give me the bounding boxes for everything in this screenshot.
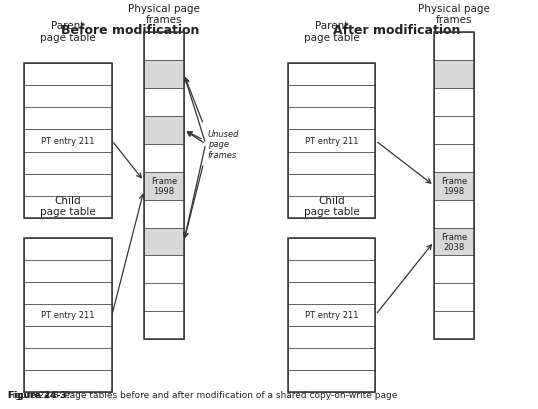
Bar (24, 196, 112, 218)
Bar (288, 64, 376, 218)
Bar (288, 348, 376, 370)
Bar (434, 172, 474, 200)
Bar (288, 238, 376, 260)
Bar (24, 152, 112, 174)
Bar (24, 108, 112, 130)
Bar (144, 61, 184, 89)
Text: PT entry 211: PT entry 211 (41, 311, 95, 320)
Bar (144, 33, 184, 339)
Text: Figure 24-3:: Figure 24-3: (8, 390, 70, 399)
Bar (24, 238, 112, 392)
Bar (288, 130, 376, 152)
Text: Unused
page
frames: Unused page frames (208, 130, 239, 160)
Bar (288, 196, 376, 218)
Text: Frame
1998: Frame 1998 (151, 177, 177, 196)
Bar (288, 370, 376, 392)
Bar (288, 304, 376, 326)
Text: Figure 24-3: Page tables before and after modification of a shared copy-on-write: Figure 24-3: Page tables before and afte… (8, 390, 398, 399)
Bar (24, 282, 112, 304)
Bar (24, 326, 112, 348)
Text: PT entry 211: PT entry 211 (41, 137, 95, 146)
Bar (24, 130, 112, 152)
Bar (144, 33, 184, 61)
Bar (288, 238, 376, 392)
Bar (24, 370, 112, 392)
Bar (434, 256, 474, 284)
Bar (24, 238, 112, 260)
Bar (288, 86, 376, 108)
Text: Child
page table: Child page table (40, 195, 96, 217)
Text: Figure 24-3:: Figure 24-3: (8, 390, 70, 399)
Bar (24, 348, 112, 370)
Text: Before modification: Before modification (61, 24, 200, 37)
Bar (288, 260, 376, 282)
Bar (144, 117, 184, 144)
Bar (434, 284, 474, 312)
Text: Parent
page table: Parent page table (303, 21, 359, 43)
Bar (434, 61, 474, 89)
Bar (24, 260, 112, 282)
Bar (24, 86, 112, 108)
Bar (144, 89, 184, 117)
Bar (144, 144, 184, 172)
Bar (24, 304, 112, 326)
Text: PT entry 211: PT entry 211 (305, 311, 358, 320)
Bar (288, 152, 376, 174)
Bar (24, 64, 112, 86)
Bar (434, 144, 474, 172)
Bar (144, 312, 184, 339)
Bar (24, 174, 112, 196)
Text: After modification: After modification (333, 24, 461, 37)
Bar (288, 326, 376, 348)
Bar (288, 282, 376, 304)
Text: Child
page table: Child page table (303, 195, 359, 217)
Bar (144, 256, 184, 284)
Bar (434, 33, 474, 61)
Text: Frame
2038: Frame 2038 (441, 232, 467, 252)
Text: PT entry 211: PT entry 211 (305, 137, 358, 146)
Bar (434, 228, 474, 256)
Bar (434, 89, 474, 117)
Text: Frame
1998: Frame 1998 (441, 177, 467, 196)
Bar (288, 64, 376, 86)
Bar (288, 174, 376, 196)
Text: Physical page
frames: Physical page frames (418, 4, 490, 25)
Bar (434, 200, 474, 228)
Bar (144, 284, 184, 312)
Bar (144, 228, 184, 256)
Bar (434, 117, 474, 144)
Bar (434, 312, 474, 339)
Bar (24, 64, 112, 218)
Bar (288, 108, 376, 130)
Text: Parent
page table: Parent page table (40, 21, 96, 43)
Bar (144, 172, 184, 200)
Bar (434, 33, 474, 339)
Bar (144, 200, 184, 228)
Text: Physical page
frames: Physical page frames (128, 4, 200, 25)
